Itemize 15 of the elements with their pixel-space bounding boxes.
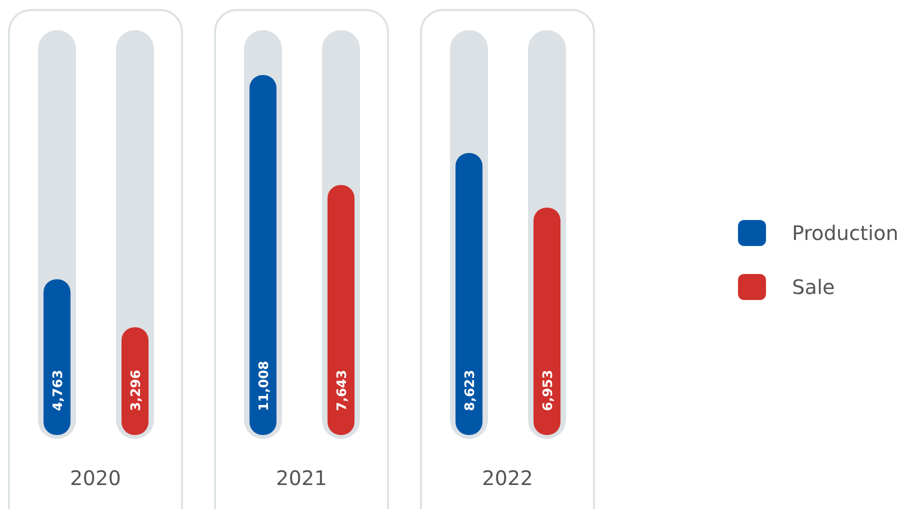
data-label: 8,623 [463, 370, 478, 411]
x-tick-label: 2020 [70, 466, 121, 490]
data-label: 4,763 [51, 370, 66, 411]
data-label: 3,296 [129, 370, 144, 411]
bar [534, 208, 560, 435]
bar [328, 185, 354, 435]
x-tick-label: 2021 [276, 466, 327, 490]
legend-label: Production [792, 221, 898, 245]
x-tick-label: 2022 [482, 466, 533, 490]
legend-label: Sale [792, 275, 835, 299]
data-label: 6,953 [541, 370, 556, 411]
bar [44, 279, 70, 435]
data-label: 11,008 [257, 360, 272, 411]
data-label: 7,643 [335, 370, 350, 411]
bar [456, 153, 482, 435]
